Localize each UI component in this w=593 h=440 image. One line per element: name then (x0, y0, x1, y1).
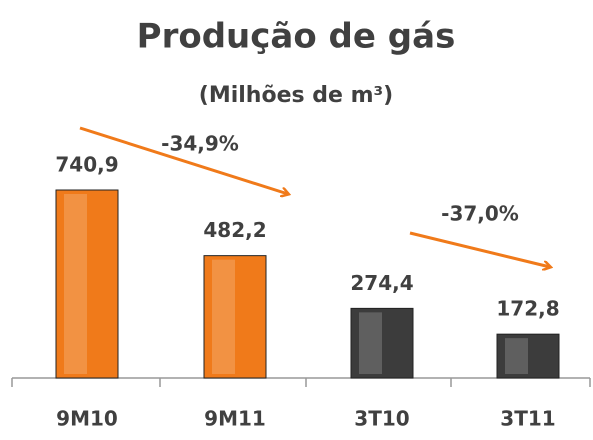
bar (55, 189, 119, 379)
bar-highlight (212, 259, 235, 374)
bar (496, 333, 560, 379)
x-tick-label: 9M11 (204, 407, 266, 431)
bar-highlight (359, 312, 382, 374)
x-tick-label: 9M10 (56, 407, 118, 431)
annotation: -37,0% (441, 202, 519, 226)
trend-arrow (79, 126, 288, 194)
chart-subtitle: (Milhões de m³) (199, 83, 393, 108)
bar (203, 255, 267, 379)
trend-arrow (409, 231, 550, 267)
bar (350, 307, 414, 379)
annotation: -34,9% (161, 132, 239, 156)
value-label: 274,4 (350, 271, 413, 295)
value-label: 482,2 (203, 218, 266, 242)
value-label: 172,8 (496, 297, 559, 321)
value-label: 740,9 (55, 153, 118, 177)
bar-highlight (505, 338, 528, 374)
x-tick-label: 3T11 (500, 407, 555, 431)
axis-ticks (11, 378, 591, 387)
chart-title: Produção de gás (137, 17, 456, 57)
bar-highlight (64, 194, 87, 374)
x-tick-label: 3T10 (354, 407, 409, 431)
